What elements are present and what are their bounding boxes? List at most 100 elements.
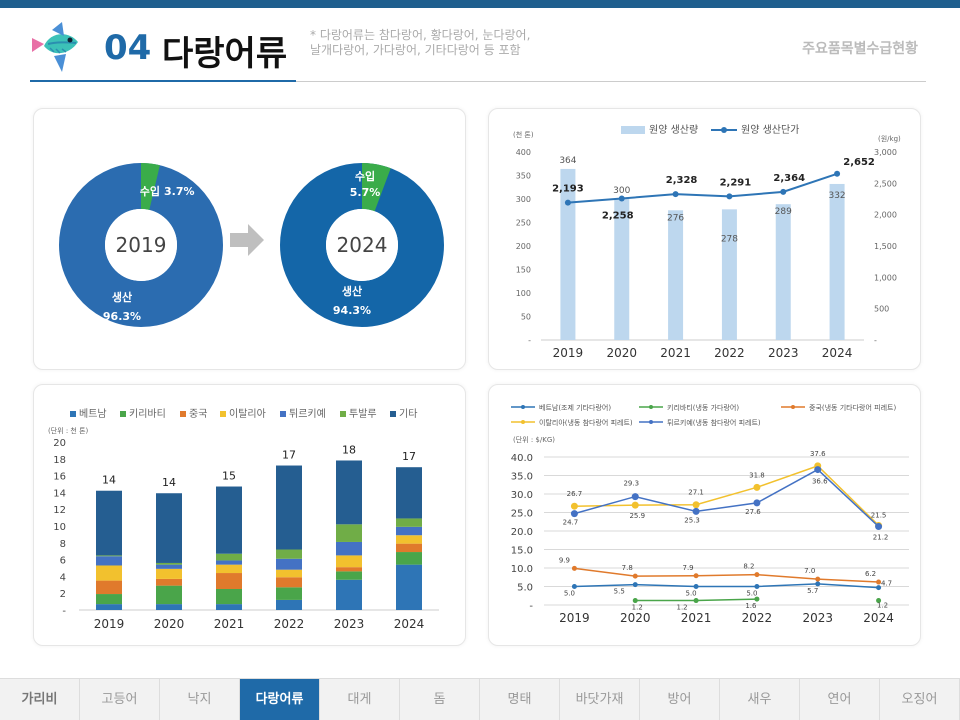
y-tick-label: 30.0 [511, 490, 533, 501]
legend-label: 튀르키예 [289, 408, 326, 420]
series-point [814, 466, 822, 474]
donut-slice-import [141, 163, 160, 210]
left-tick-label: 250 [516, 219, 531, 228]
series-point-label: 5.0 [686, 590, 697, 598]
stack-total-label: 17 [402, 450, 416, 463]
x-tick-label: 2024 [394, 617, 425, 631]
nav-tab-snow-crab[interactable]: 대게 [320, 678, 400, 720]
production-slice-name: 생산 [342, 284, 362, 298]
stack-segment [216, 604, 242, 610]
stack-segment [216, 553, 242, 561]
series-point-label: 27.1 [688, 489, 704, 497]
production-panel: 원양 생산량 원양 생산단가 (천 톤) (원/kg) - 50 100 150 200 250 3… [488, 108, 921, 370]
stack-segment [396, 518, 422, 527]
right-tick-label: 2,000 [874, 211, 897, 220]
nav-tab-scallop[interactable]: 가리비 [0, 678, 80, 720]
x-tick-label: 2023 [802, 611, 833, 625]
stack-segment [96, 604, 122, 610]
donut-hole [326, 209, 398, 281]
series-point [754, 584, 760, 589]
nav-tab-salmon[interactable]: 연어 [800, 678, 880, 720]
y-axis-unit: (단위 : 천 톤) [48, 426, 89, 435]
series-point [693, 584, 699, 589]
series-point-label: 29.3 [623, 480, 639, 488]
legend-label: 중국 [189, 408, 207, 420]
price-point [780, 188, 787, 195]
series-point [876, 579, 882, 585]
legend-swatch-bar [621, 126, 645, 134]
left-tick-label: 300 [516, 195, 531, 204]
series-point [692, 501, 700, 509]
legend-marker [791, 405, 795, 409]
series-line [574, 468, 880, 528]
nav-tab-mackerel[interactable]: 고등어 [80, 678, 160, 720]
x-tick-label: 2023 [334, 617, 365, 631]
y-tick-label: 16 [53, 472, 66, 483]
top-accent-bar [0, 0, 960, 8]
y-tick-label: 25.0 [511, 509, 533, 520]
right-axis-unit: (원/kg) [878, 134, 901, 143]
stack-segment [336, 541, 362, 556]
series-point [815, 581, 821, 587]
left-tick-label: 200 [516, 242, 531, 251]
series-point [753, 483, 761, 491]
stack-segment [216, 589, 242, 605]
series-point [753, 499, 761, 507]
legend-marker [649, 420, 653, 424]
stack-segment [156, 568, 182, 579]
legend-marker [649, 405, 653, 409]
series-point-label: 36.6 [812, 478, 828, 486]
nav-tab-octopus[interactable]: 낙지 [160, 678, 240, 720]
page-header: 04 다랑어류 * 다랑어류는 참다랑어, 황다랑어, 눈다랑어, 날개다랑어,… [0, 8, 960, 84]
stack-segment [96, 580, 122, 595]
x-tick-label: 2024 [863, 611, 894, 625]
nav-tab-sea-bream[interactable]: 돔 [400, 678, 480, 720]
stack-segment [156, 585, 182, 605]
left-tick-label: 400 [516, 148, 531, 157]
y-tick-label: 8 [60, 539, 66, 550]
price-point-label: 2,193 [552, 184, 584, 195]
legend-swatch [280, 411, 286, 417]
stack-segment [156, 493, 182, 563]
series-point [693, 573, 699, 579]
series-point-label: 1.2 [632, 604, 643, 612]
series-point [876, 598, 882, 604]
price-point [672, 191, 679, 198]
y-tick-label: 5.0 [517, 583, 533, 594]
stack-segment [276, 569, 302, 578]
page-title: 다랑어류 [162, 34, 288, 74]
nav-tab-yellowtail[interactable]: 방어 [640, 678, 720, 720]
donut-charts: 2019 수입 3.7% 생산 96.3% 2024 수입 5.7% 생산 94.3% [59, 163, 444, 327]
series-point-label: 7.9 [683, 564, 694, 572]
y-tick-label: 20 [53, 438, 66, 449]
stack-segment [396, 543, 422, 553]
legend-label: 투발루 [349, 408, 377, 420]
nav-tab-tuna[interactable]: 다랑어류 [240, 678, 320, 720]
stack-segment [396, 552, 422, 565]
y-tick-label: 12 [53, 505, 66, 516]
import-slice-percent: 3.7% [164, 185, 195, 198]
series-point-label: 27.6 [745, 508, 761, 516]
x-tick-label: 2020 [620, 611, 651, 625]
stack-segment [216, 486, 242, 554]
stack-segment [336, 579, 362, 610]
nav-tab-squid[interactable]: 오징어 [880, 678, 960, 720]
series-point [815, 576, 821, 582]
legend-label: 이탈리아(냉동 참다랑어 피레트) [539, 418, 633, 427]
y-tick-label: - [62, 606, 66, 617]
legend-label: 이탈리아 [229, 407, 266, 420]
legend-label-line: 원양 생산단가 [741, 124, 799, 136]
stack-segment [276, 558, 302, 570]
stack-segment [336, 524, 362, 542]
production-bar-label: 289 [775, 207, 792, 217]
nav-tab-pollock[interactable]: 명태 [480, 678, 560, 720]
bottom-nav: 가리비 고등어 낙지 다랑어류 대게 돔 명태 바닷가재 방어 새우 연어 오징… [0, 678, 960, 720]
imports-panel: 베트남 키리바티 중국 이탈리아 튀르키예 투발루 기타 (단위 : 천 톤) - 2 4 6 8 10 1… [33, 384, 466, 646]
series-point-label: 24.7 [563, 519, 579, 527]
y-tick-label: 14 [53, 488, 66, 499]
nav-tab-lobster[interactable]: 바닷가재 [560, 678, 640, 720]
series-point-label: 5.0 [564, 590, 575, 598]
production-bar [614, 199, 630, 340]
legend-marker-line [721, 127, 727, 133]
nav-tab-shrimp[interactable]: 새우 [720, 678, 800, 720]
